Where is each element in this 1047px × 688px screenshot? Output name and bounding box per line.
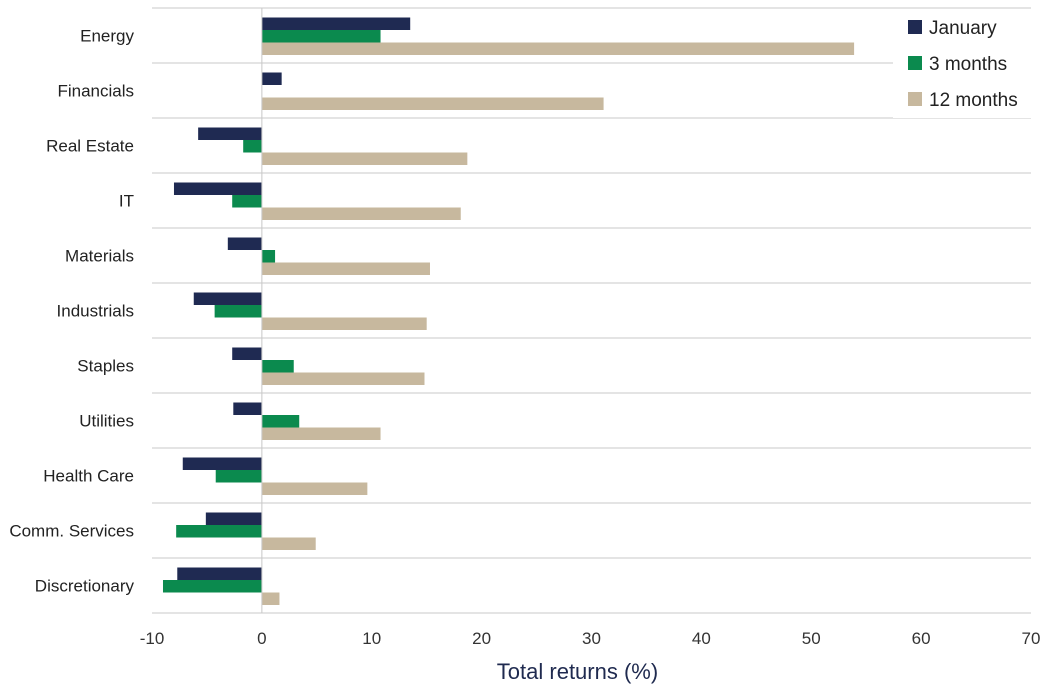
bar-12-months [261, 537, 316, 550]
bar-12-months [261, 42, 855, 55]
bar-12-months [261, 427, 381, 440]
x-axis-title: Total returns (%) [497, 659, 658, 684]
bar-3-months [214, 305, 262, 318]
bar-3-months [232, 195, 262, 208]
x-tick-label: 0 [257, 629, 266, 648]
bar-3-months [261, 360, 294, 373]
legend-swatch-3-months [908, 56, 922, 70]
bar-12-months [261, 262, 430, 275]
category-label: Comm. Services [9, 522, 134, 541]
bar-3-months [261, 415, 300, 428]
bar-january [193, 292, 262, 305]
category-label: Discretionary [35, 577, 135, 596]
bar-3-months [261, 250, 276, 263]
legend-label-12-months: 12 months [929, 90, 1018, 111]
bars-group [162, 17, 855, 605]
category-label: Health Care [43, 467, 134, 486]
x-tick-label: 40 [692, 629, 711, 648]
bar-12-months [261, 207, 461, 220]
x-tick-label: 60 [912, 629, 931, 648]
legend: January 3 months 12 months [893, 10, 1038, 118]
x-tick-label: 20 [472, 629, 491, 648]
bar-3-months [215, 470, 262, 483]
x-tick-label: 10 [362, 629, 381, 648]
category-label: Materials [65, 247, 134, 266]
legend-swatch-12-months [908, 92, 922, 106]
category-label: Energy [80, 27, 134, 46]
x-tick-label: -10 [140, 629, 165, 648]
category-label: IT [119, 192, 134, 211]
legend-label-3-months: 3 months [929, 54, 1007, 75]
bar-january [261, 72, 282, 85]
legend-label-january: January [929, 18, 997, 39]
bar-12-months [261, 482, 368, 495]
bar-january [261, 17, 411, 30]
bar-12-months [261, 97, 604, 110]
bar-january [227, 237, 262, 250]
bar-january [232, 347, 262, 360]
bar-january [205, 512, 262, 525]
bar-12-months [261, 372, 425, 385]
bar-january [182, 457, 262, 470]
bar-3-months [243, 140, 262, 153]
bar-3-months [176, 525, 262, 538]
x-tick-label: 30 [582, 629, 601, 648]
bar-12-months [261, 152, 468, 165]
category-label: Real Estate [46, 137, 134, 156]
x-tick-label: 50 [802, 629, 821, 648]
bar-january [173, 182, 262, 195]
x-tick-label: 70 [1022, 629, 1041, 648]
category-labels: Energy Financials Real Estate IT Materials In… [9, 27, 134, 596]
category-label: Financials [57, 82, 134, 101]
bar-3-months [162, 580, 262, 593]
bar-12-months [261, 317, 427, 330]
bar-12-months [261, 592, 280, 605]
legend-swatch-january [908, 20, 922, 34]
bar-january [177, 567, 262, 580]
category-label: Staples [77, 357, 134, 376]
gridlines [152, 7, 1031, 614]
bar-3-months [261, 30, 381, 43]
category-label: Industrials [57, 302, 134, 321]
category-label: Utilities [79, 412, 134, 431]
bar-january [233, 402, 262, 415]
bar-january [198, 127, 262, 140]
x-tick-labels: -10 0 10 20 30 40 50 60 70 [140, 629, 1041, 648]
